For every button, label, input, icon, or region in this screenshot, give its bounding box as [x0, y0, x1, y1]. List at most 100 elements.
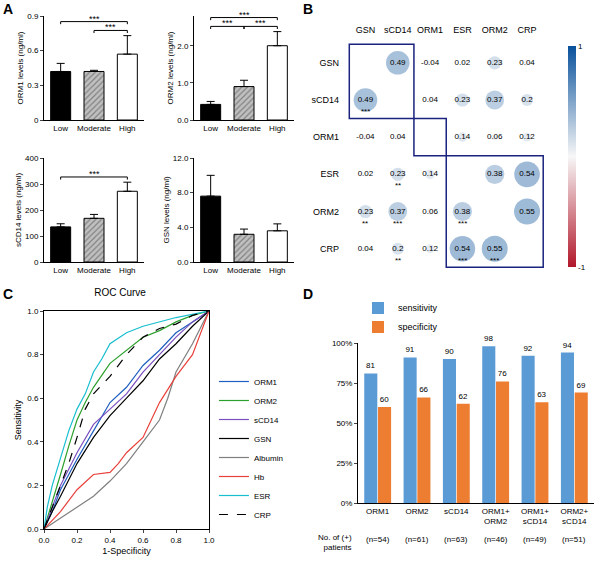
svg-text:***: ***	[239, 10, 250, 20]
svg-text:1.0: 1.0	[177, 79, 189, 88]
svg-text:ESR: ESR	[320, 169, 339, 179]
svg-text:ROC Curve: ROC Curve	[94, 287, 146, 298]
svg-text:0.55: 0.55	[487, 244, 503, 253]
svg-text:-0.04: -0.04	[356, 132, 375, 141]
svg-text:sensitivity: sensitivity	[398, 303, 438, 313]
svg-text:66: 66	[419, 385, 428, 394]
svg-text:300: 300	[25, 180, 39, 189]
svg-text:ESR: ESR	[453, 25, 472, 35]
svg-text:ORM1+sCD14: ORM1+sCD14	[521, 507, 549, 526]
svg-text:ORM2: ORM2	[254, 397, 278, 406]
svg-text:4.0: 4.0	[177, 223, 189, 232]
svg-text:0: 0	[34, 116, 39, 125]
svg-text:0.14: 0.14	[455, 132, 471, 141]
svg-text:0.02: 0.02	[455, 58, 471, 67]
svg-text:GSN: GSN	[356, 25, 376, 35]
svg-text:90: 90	[445, 347, 454, 356]
svg-text:Moderate: Moderate	[77, 124, 111, 133]
svg-text:**: **	[362, 219, 368, 228]
svg-text:***: ***	[89, 169, 100, 179]
svg-text:0.38: 0.38	[487, 169, 503, 178]
svg-text:ORM1: ORM1	[366, 507, 390, 516]
svg-text:69: 69	[576, 381, 585, 390]
svg-text:ORM1: ORM1	[254, 378, 278, 387]
svg-text:0.54: 0.54	[455, 244, 471, 253]
svg-text:400: 400	[25, 154, 39, 163]
svg-text:0.8: 0.8	[170, 536, 182, 545]
svg-text:81: 81	[366, 361, 375, 370]
svg-text:Low: Low	[203, 266, 218, 275]
svg-text:0.8: 0.8	[27, 350, 39, 359]
svg-text:0.2: 0.2	[71, 536, 83, 545]
svg-text:0.04: 0.04	[519, 58, 535, 67]
svg-text:High: High	[119, 124, 135, 133]
svg-text:0.14: 0.14	[422, 169, 438, 178]
svg-text:92: 92	[523, 344, 532, 353]
svg-text:Low: Low	[53, 124, 68, 133]
svg-text:0.04: 0.04	[390, 132, 406, 141]
svg-text:***: ***	[222, 18, 233, 28]
svg-text:ORM2 levels (ng/ml): ORM2 levels (ng/ml)	[166, 31, 175, 104]
svg-text:***: ***	[458, 256, 467, 265]
svg-text:0.37: 0.37	[390, 207, 406, 216]
svg-text:60: 60	[380, 395, 389, 404]
svg-text:98: 98	[484, 334, 493, 343]
svg-text:-0.04: -0.04	[421, 58, 440, 67]
svg-text:75%: 75%	[336, 379, 352, 388]
svg-text:High: High	[269, 266, 285, 275]
svg-text:0.0: 0.0	[38, 536, 50, 545]
svg-text:***: ***	[89, 14, 100, 24]
svg-text:***: ***	[105, 22, 116, 32]
svg-text:***: ***	[393, 219, 402, 228]
svg-text:0.06: 0.06	[422, 207, 438, 216]
svg-text:8.0: 8.0	[177, 188, 189, 197]
svg-text:(n=54): (n=54)	[366, 535, 390, 544]
svg-text:sCD14 levels (ng/ml): sCD14 levels (ng/ml)	[14, 173, 23, 248]
svg-text:Moderate: Moderate	[227, 266, 261, 275]
svg-text:sCD14: sCD14	[384, 25, 412, 35]
svg-text:0.4: 0.4	[27, 438, 39, 447]
svg-text:(n=51): (n=51)	[562, 535, 586, 544]
svg-text:0.6: 0.6	[137, 536, 149, 545]
svg-text:sCD14: sCD14	[311, 95, 339, 105]
svg-text:94: 94	[563, 341, 572, 350]
svg-text:ORM2+sCD14: ORM2+sCD14	[560, 507, 588, 526]
svg-text:1.0: 1.0	[203, 536, 215, 545]
svg-text:76: 76	[498, 369, 507, 378]
svg-text:1: 1	[578, 42, 583, 51]
svg-text:50%: 50%	[336, 419, 352, 428]
svg-text:0.04: 0.04	[358, 244, 374, 253]
svg-text:0.0: 0.0	[27, 525, 39, 534]
svg-text:0.6: 0.6	[27, 46, 39, 55]
svg-text:Sensitivity: Sensitivity	[13, 399, 23, 440]
svg-text:Low: Low	[203, 124, 218, 133]
svg-text:(n=61): (n=61)	[405, 535, 429, 544]
svg-text:1.0: 1.0	[27, 307, 39, 316]
svg-text:***: ***	[361, 107, 370, 116]
svg-text:62: 62	[458, 392, 467, 401]
svg-text:Low: Low	[53, 266, 68, 275]
svg-text:0.54: 0.54	[519, 169, 535, 178]
svg-text:ORM1 levels (ng/ml): ORM1 levels (ng/ml)	[16, 31, 25, 104]
svg-text:63: 63	[537, 390, 546, 399]
svg-text:0.06: 0.06	[487, 132, 503, 141]
svg-text:ORM1+ORM2: ORM1+ORM2	[482, 507, 510, 526]
svg-text:200: 200	[25, 206, 39, 215]
svg-text:0.0: 0.0	[177, 258, 189, 267]
svg-text:0.02: 0.02	[358, 169, 374, 178]
svg-text:0.3: 0.3	[27, 81, 39, 90]
svg-text:0.2: 0.2	[521, 95, 533, 104]
svg-text:(n=63): (n=63)	[444, 535, 468, 544]
svg-text:(n=46): (n=46)	[484, 535, 508, 544]
svg-text:0.6: 0.6	[27, 394, 39, 403]
svg-text:100%: 100%	[332, 339, 352, 348]
svg-text:ORM2: ORM2	[405, 507, 429, 516]
svg-text:***: ***	[458, 219, 467, 228]
svg-text:-1: -1	[578, 263, 586, 272]
svg-text:**: **	[395, 181, 401, 190]
svg-text:0.23: 0.23	[487, 58, 503, 67]
svg-text:25%: 25%	[336, 459, 352, 468]
svg-text:(n=49): (n=49)	[523, 535, 547, 544]
svg-text:0: 0	[34, 258, 39, 267]
svg-text:No. of (+)patients: No. of (+)patients	[318, 533, 352, 552]
